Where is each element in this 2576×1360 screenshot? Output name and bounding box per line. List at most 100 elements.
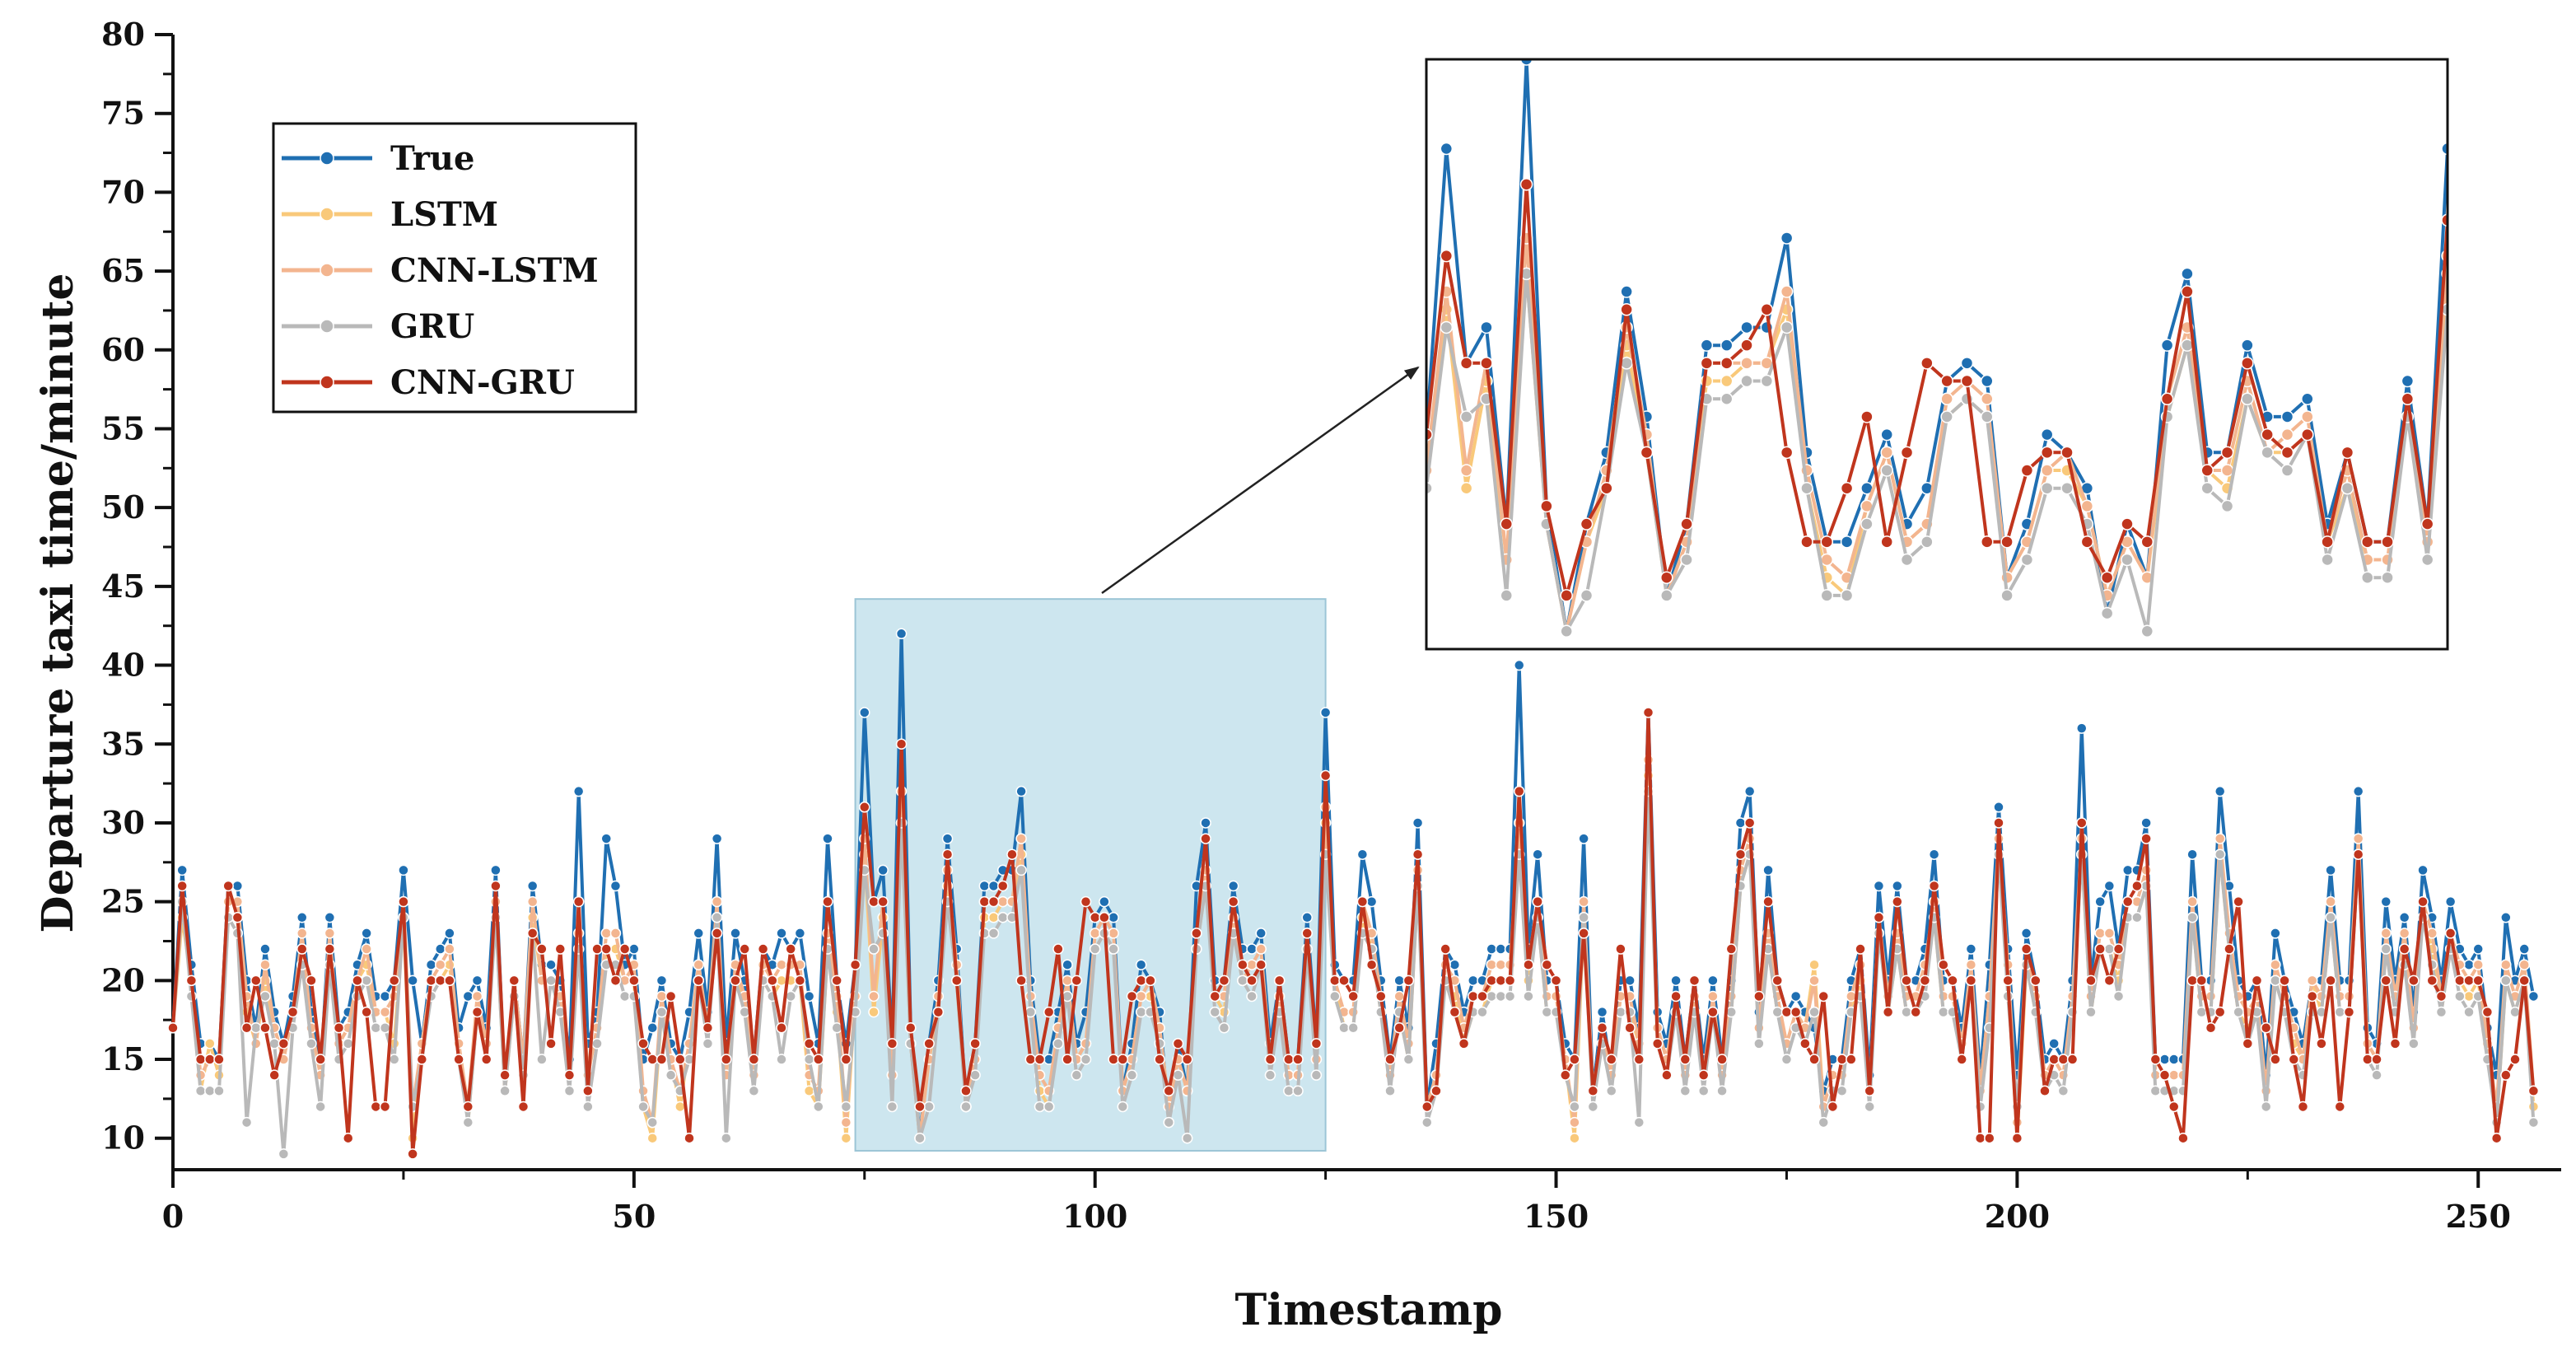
data-point <box>1393 1022 1405 1034</box>
data-point <box>1820 553 1834 567</box>
data-point <box>425 974 437 987</box>
data-point <box>646 1022 658 1034</box>
data-point <box>2325 912 2336 923</box>
data-point <box>545 959 557 970</box>
data-point <box>2158 1054 2171 1065</box>
data-point <box>2321 553 2334 567</box>
data-point <box>388 1054 400 1065</box>
data-point <box>1237 974 1248 987</box>
data-point <box>840 1054 852 1065</box>
data-point <box>1089 928 1101 939</box>
data-point <box>2060 481 2074 495</box>
data-point <box>2343 1006 2355 1018</box>
data-point <box>1080 895 1092 908</box>
legend-marker <box>320 375 334 390</box>
data-point <box>2360 571 2374 584</box>
y-tick-label: 75 <box>101 95 145 132</box>
data-point <box>1960 357 1974 370</box>
data-point <box>1421 1116 1433 1129</box>
data-point <box>2288 1054 2300 1065</box>
data-point <box>941 833 954 844</box>
data-point <box>2472 943 2484 955</box>
data-point <box>1181 1132 1193 1144</box>
data-point <box>526 880 539 892</box>
data-point <box>324 943 336 955</box>
data-point <box>2306 974 2318 987</box>
data-point <box>2380 974 2392 987</box>
data-point <box>702 1038 714 1049</box>
data-point <box>1615 943 1626 955</box>
data-point <box>2380 943 2392 955</box>
data-point <box>1771 1006 1784 1018</box>
y-tick-label: 45 <box>101 568 145 605</box>
data-point <box>1440 943 1451 955</box>
data-point <box>1310 1038 1323 1049</box>
series-line <box>1426 59 2448 633</box>
data-point <box>2280 446 2294 460</box>
data-point <box>1292 1054 1304 1065</box>
data-point <box>987 895 1000 908</box>
data-point <box>1840 589 1854 602</box>
data-point <box>1421 1101 1433 1113</box>
data-point <box>1089 912 1101 923</box>
data-point <box>250 974 262 987</box>
data-point <box>2463 974 2475 987</box>
data-point <box>2352 848 2364 860</box>
data-point <box>1808 1006 1820 1018</box>
data-point <box>1892 895 1903 908</box>
data-point <box>2233 1006 2244 1018</box>
data-point <box>1860 410 1874 423</box>
data-point <box>646 1116 658 1129</box>
data-point <box>868 943 880 955</box>
data-point <box>2039 1085 2051 1097</box>
data-point <box>2094 895 2106 908</box>
data-point <box>231 912 244 923</box>
data-point <box>1578 912 1589 923</box>
y-tick-label: 60 <box>101 331 145 368</box>
data-point <box>914 1132 926 1144</box>
data-point <box>2168 1054 2180 1065</box>
data-point <box>1458 1038 1470 1049</box>
data-point <box>656 1006 668 1018</box>
data-point <box>2270 959 2281 970</box>
data-point <box>2186 848 2198 860</box>
data-point <box>2149 1085 2162 1097</box>
data-point <box>2040 446 2054 460</box>
data-point <box>398 864 409 876</box>
data-point <box>1762 864 1774 876</box>
data-point <box>2340 481 2354 495</box>
data-point <box>2280 428 2294 442</box>
data-point <box>1347 1022 1359 1034</box>
data-point <box>545 1038 557 1049</box>
data-point <box>1697 1069 1710 1081</box>
data-point <box>1062 974 1073 987</box>
data-point <box>2241 392 2254 405</box>
data-point <box>1900 553 1914 567</box>
data-point <box>1338 974 1350 987</box>
data-point <box>711 833 723 844</box>
data-point <box>813 1054 824 1065</box>
data-point <box>1495 990 1507 1002</box>
data-point <box>776 928 787 939</box>
data-point <box>1412 817 1424 829</box>
data-point <box>1569 1054 1580 1065</box>
data-point <box>1836 1085 1848 1097</box>
data-point <box>563 1085 576 1097</box>
data-point <box>803 1054 815 1065</box>
data-point <box>591 1038 603 1049</box>
data-point <box>2103 974 2116 987</box>
data-point <box>2426 928 2438 939</box>
data-point <box>877 895 889 908</box>
data-point <box>572 895 585 908</box>
data-point <box>2401 392 2415 405</box>
data-point <box>1273 974 1286 987</box>
data-point <box>803 1085 815 1097</box>
data-point <box>2441 213 2448 227</box>
data-point <box>1587 1101 1599 1113</box>
data-point <box>1449 959 1461 970</box>
data-point <box>1651 1038 1664 1049</box>
data-point <box>2060 446 2074 460</box>
data-point <box>1624 1022 1636 1034</box>
data-point <box>324 912 336 923</box>
data-point <box>969 1069 981 1081</box>
